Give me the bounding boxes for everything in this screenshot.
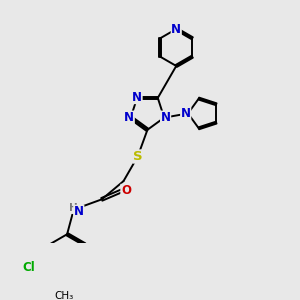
- Text: N: N: [132, 91, 142, 103]
- Text: O: O: [121, 184, 131, 197]
- Text: N: N: [124, 111, 134, 124]
- Text: H: H: [69, 203, 78, 213]
- Text: S: S: [133, 150, 142, 163]
- Text: N: N: [160, 111, 171, 124]
- Text: N: N: [74, 205, 84, 218]
- Text: CH₃: CH₃: [55, 291, 74, 300]
- Text: N: N: [171, 22, 181, 35]
- Text: N: N: [181, 107, 191, 120]
- Text: Cl: Cl: [22, 261, 35, 274]
